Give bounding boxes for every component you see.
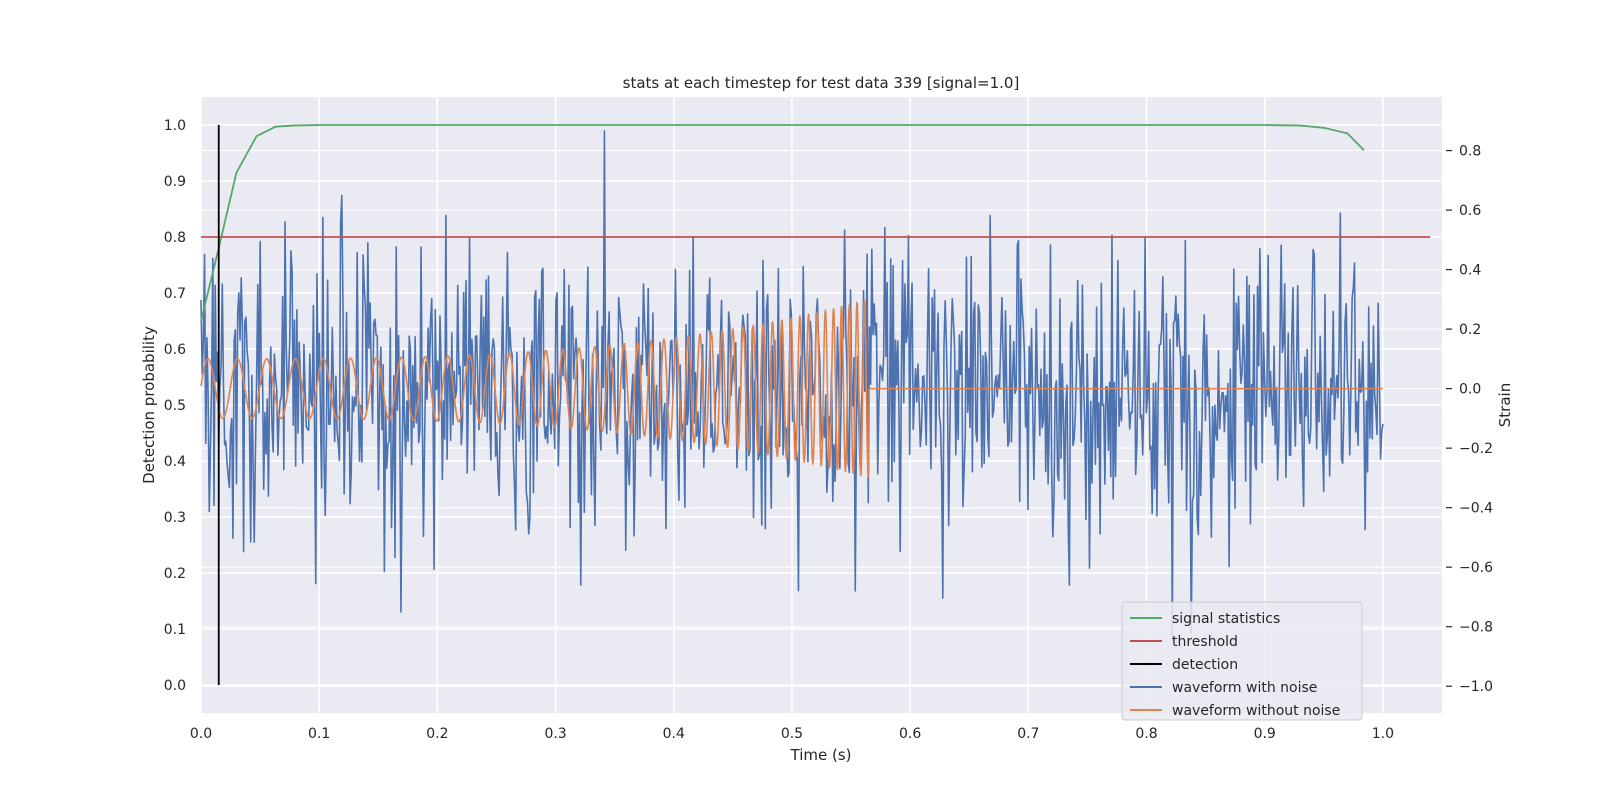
x-tick-label: 1.0 (1372, 726, 1394, 742)
x-tick-label: 0.5 (781, 726, 803, 742)
x-tick-label: 0.9 (1254, 726, 1276, 742)
legend-label: waveform with noise (1172, 680, 1317, 696)
ticks-layer: 0.0 0.1 0.2 0.3 0.4 0.5 0.6 0.7 0.8 0.9 1.0 0.0 0.1 0… (164, 118, 1493, 742)
x-tick-label: 0.2 (426, 726, 448, 742)
y-tick-label: 0.8 (164, 230, 186, 246)
x-tick-label: 0.6 (899, 726, 921, 742)
legend-label: waveform without noise (1172, 703, 1340, 719)
y-axis-title: Detection probability (140, 326, 158, 484)
x-tick-label: 0.8 (1135, 726, 1157, 742)
y-tick-label: 0.3 (164, 510, 186, 526)
y-tick-label: 0.1 (164, 622, 186, 638)
y-tick-label: 0.0 (164, 678, 186, 694)
series-layer (200, 124, 1431, 685)
y-tick-label: 0.7 (164, 286, 186, 302)
x-tick-label: 0.4 (663, 726, 685, 742)
x-tick-label: 0.0 (190, 726, 212, 742)
legend-box (1121, 601, 1363, 721)
y-tick-label: 0.5 (164, 398, 186, 414)
x-tick-label: 0.7 (1017, 726, 1039, 742)
y-tick-label: 0.6 (164, 342, 186, 358)
y2-tick-label: 0.0 (1459, 382, 1481, 398)
legend-label: threshold (1172, 634, 1238, 650)
y-tick-label: 0.9 (164, 174, 186, 190)
y2-tick-label: 0.4 (1459, 263, 1481, 279)
x-tick-label: 0.3 (544, 726, 566, 742)
x-tick-label: 0.1 (308, 726, 330, 742)
x-axis-title: Time (s) (790, 746, 852, 764)
y2-tick-label: 0.6 (1459, 203, 1481, 219)
legend: signal statistics threshold detection wavef… (1121, 601, 1363, 721)
series-signal-statistics (200, 124, 1365, 322)
y-tick-label: 1.0 (164, 118, 186, 134)
legend-label: detection (1172, 657, 1238, 673)
y2-axis-title: Strain (1496, 383, 1514, 427)
y2-tick-label: 0.8 (1459, 144, 1481, 160)
y-tick-label: 0.2 (164, 566, 186, 582)
y2-tick-label: −1.0 (1459, 679, 1493, 695)
y2-tick-label: 0.2 (1459, 322, 1481, 338)
y2-tick-label: −0.6 (1459, 560, 1493, 576)
y2-tick-label: −0.2 (1459, 441, 1493, 457)
series-waveform-without-noise (200, 299, 1384, 479)
y2-tick-label: −0.8 (1459, 620, 1493, 636)
legend-label: signal statistics (1172, 611, 1280, 627)
y-tick-label: 0.4 (164, 454, 186, 470)
chart-title: stats at each timestep for test data 339… (623, 74, 1020, 92)
y2-tick-label: −0.4 (1459, 501, 1493, 517)
